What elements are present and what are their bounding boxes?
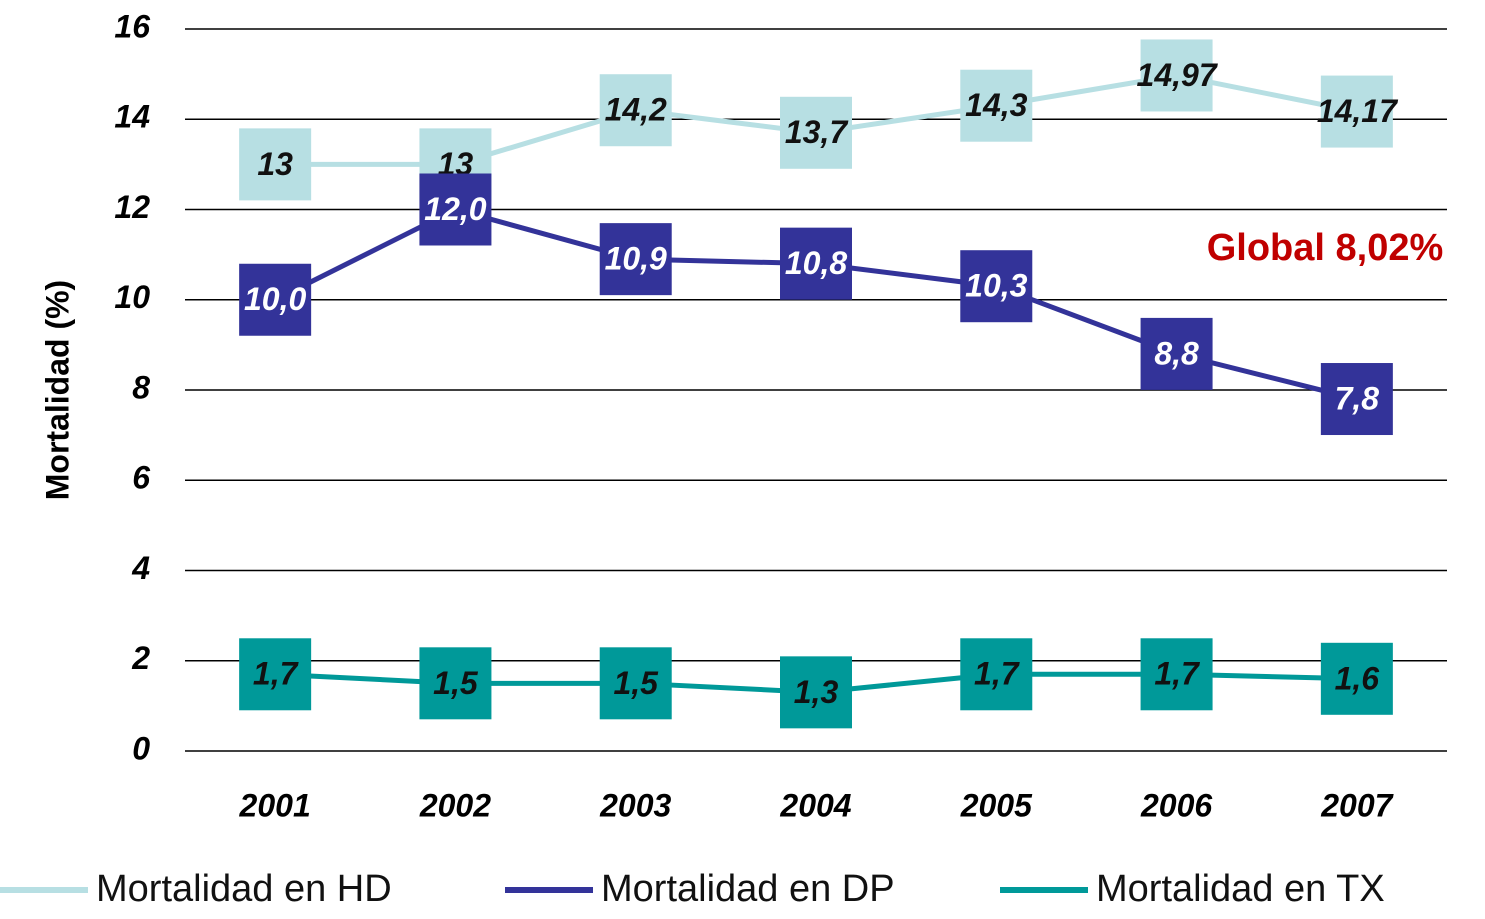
point-marker [599, 74, 672, 147]
y-tick-label: 14 [114, 99, 150, 135]
data-label: 14,97 [1137, 57, 1219, 93]
data-label: 12,0 [424, 191, 486, 227]
data-label: 1,7 [974, 656, 1021, 692]
data-label: 10,9 [605, 241, 667, 277]
x-tick-label: 2005 [960, 787, 1033, 823]
y-axis-label: Mortalidad (%) [39, 280, 75, 500]
data-label: 1,7 [1154, 656, 1201, 692]
point-marker [419, 173, 492, 246]
x-tick-label: 2004 [779, 787, 851, 823]
point-marker [1140, 317, 1213, 390]
data-label: 1,3 [794, 674, 839, 710]
point-marker [239, 263, 312, 336]
y-tick-label: 6 [132, 460, 150, 496]
point-marker [599, 223, 672, 296]
point-marker [239, 128, 312, 201]
data-label: 8,8 [1154, 335, 1199, 371]
annotation: Global 8,02% [1207, 227, 1444, 269]
data-label: 14,17 [1317, 93, 1399, 129]
y-tick-label: 8 [132, 369, 150, 405]
point-marker [239, 638, 312, 711]
point-marker [780, 656, 852, 729]
point-marker [419, 647, 492, 720]
point-marker [960, 250, 1033, 323]
legend-label: Mortalidad en DP [601, 868, 895, 910]
data-label: 10,0 [244, 281, 306, 317]
x-tick-label: 2006 [1140, 787, 1212, 823]
data-label: 14,3 [965, 87, 1027, 123]
data-label: 1,5 [613, 665, 659, 701]
x-tick-label: 2003 [599, 787, 671, 823]
point-marker [960, 638, 1033, 711]
y-tick-label: 16 [114, 8, 150, 44]
point-marker [599, 647, 672, 720]
x-tick-label: 2001 [239, 787, 311, 823]
y-tick-label: 12 [114, 189, 150, 225]
point-marker [1140, 39, 1213, 112]
data-label: 14,2 [605, 92, 667, 128]
point-marker [1320, 642, 1393, 715]
data-label: 10,3 [965, 268, 1027, 304]
data-label: 13 [257, 146, 293, 182]
data-label: 1,7 [253, 656, 300, 692]
point-marker [1320, 75, 1393, 148]
y-tick-label: 2 [131, 640, 150, 676]
legend-label: Mortalidad en HD [96, 868, 392, 910]
point-marker [960, 69, 1033, 142]
point-marker [780, 227, 852, 300]
legend-label: Mortalidad en TX [1096, 868, 1385, 910]
y-tick-label: 4 [131, 550, 150, 586]
data-label: 7,8 [1335, 380, 1380, 416]
data-label: 1,5 [433, 665, 479, 701]
y-tick-label: 10 [114, 279, 150, 315]
point-marker [1140, 638, 1213, 711]
point-marker [780, 96, 852, 169]
point-marker [1320, 363, 1393, 436]
data-label: 1,6 [1335, 660, 1380, 696]
y-tick-label: 0 [132, 730, 150, 766]
data-label: 13,7 [785, 114, 849, 150]
x-tick-label: 2002 [419, 787, 491, 823]
x-tick-label: 2007 [1320, 787, 1394, 823]
data-label: 10,8 [785, 245, 847, 281]
